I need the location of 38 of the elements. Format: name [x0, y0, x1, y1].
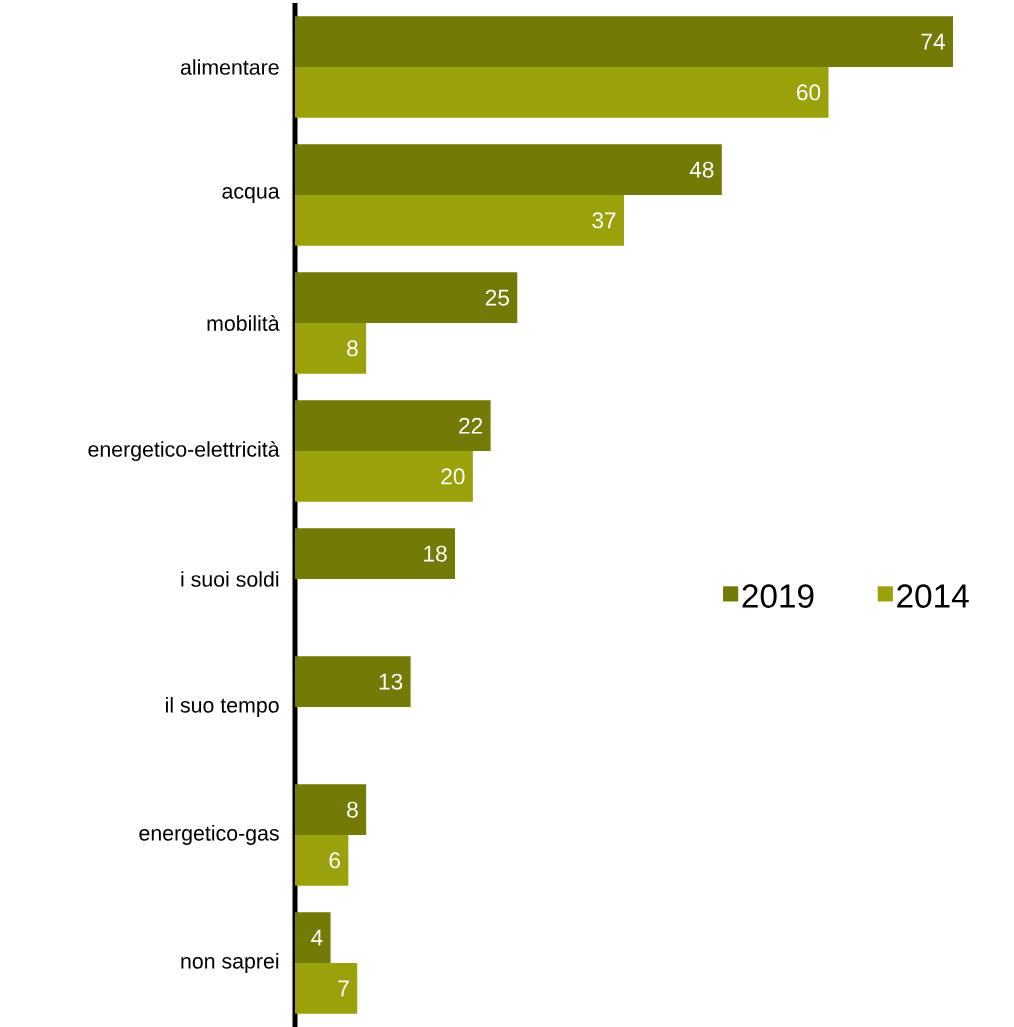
bar [295, 16, 953, 67]
y-tick-label: acqua [222, 187, 280, 203]
y-tick-label: mobilità [207, 315, 280, 331]
legend-label: 2019 [742, 584, 814, 608]
bar [295, 784, 367, 835]
y-tick-label: energetico-gas [139, 825, 279, 845]
data-label: 74 [921, 33, 945, 50]
data-label: 48 [689, 161, 714, 178]
bar [295, 835, 349, 886]
bar [295, 400, 491, 451]
bar [295, 528, 456, 579]
y-tick-label: non saprei [181, 953, 279, 973]
data-label: 18 [424, 545, 447, 562]
bar [295, 144, 722, 195]
bar [295, 912, 331, 963]
data-label: 60 [797, 84, 821, 101]
bar [295, 656, 411, 707]
bar [295, 963, 358, 1014]
y-tick-label: il suo tempo [166, 697, 279, 717]
data-label: 4 [311, 929, 323, 946]
data-label: 20 [441, 468, 465, 485]
data-label: 22 [459, 417, 483, 434]
data-label: 7 [338, 980, 349, 997]
data-label: 37 [592, 212, 616, 229]
bar [295, 195, 624, 246]
data-label: 8 [347, 801, 358, 818]
bar [295, 450, 473, 502]
bar [295, 323, 367, 374]
bar [295, 67, 829, 118]
data-label: 25 [485, 289, 509, 306]
y-tick-label: i suoi soldi [181, 571, 279, 587]
data-label: 13 [379, 673, 403, 690]
data-label: 8 [347, 340, 358, 357]
bar [295, 272, 518, 323]
data-label: 6 [329, 852, 340, 869]
legend-label: 2014 [897, 584, 969, 608]
y-tick-label: alimentare [180, 59, 279, 75]
y-tick-label: energetico-elettricità [88, 440, 280, 462]
